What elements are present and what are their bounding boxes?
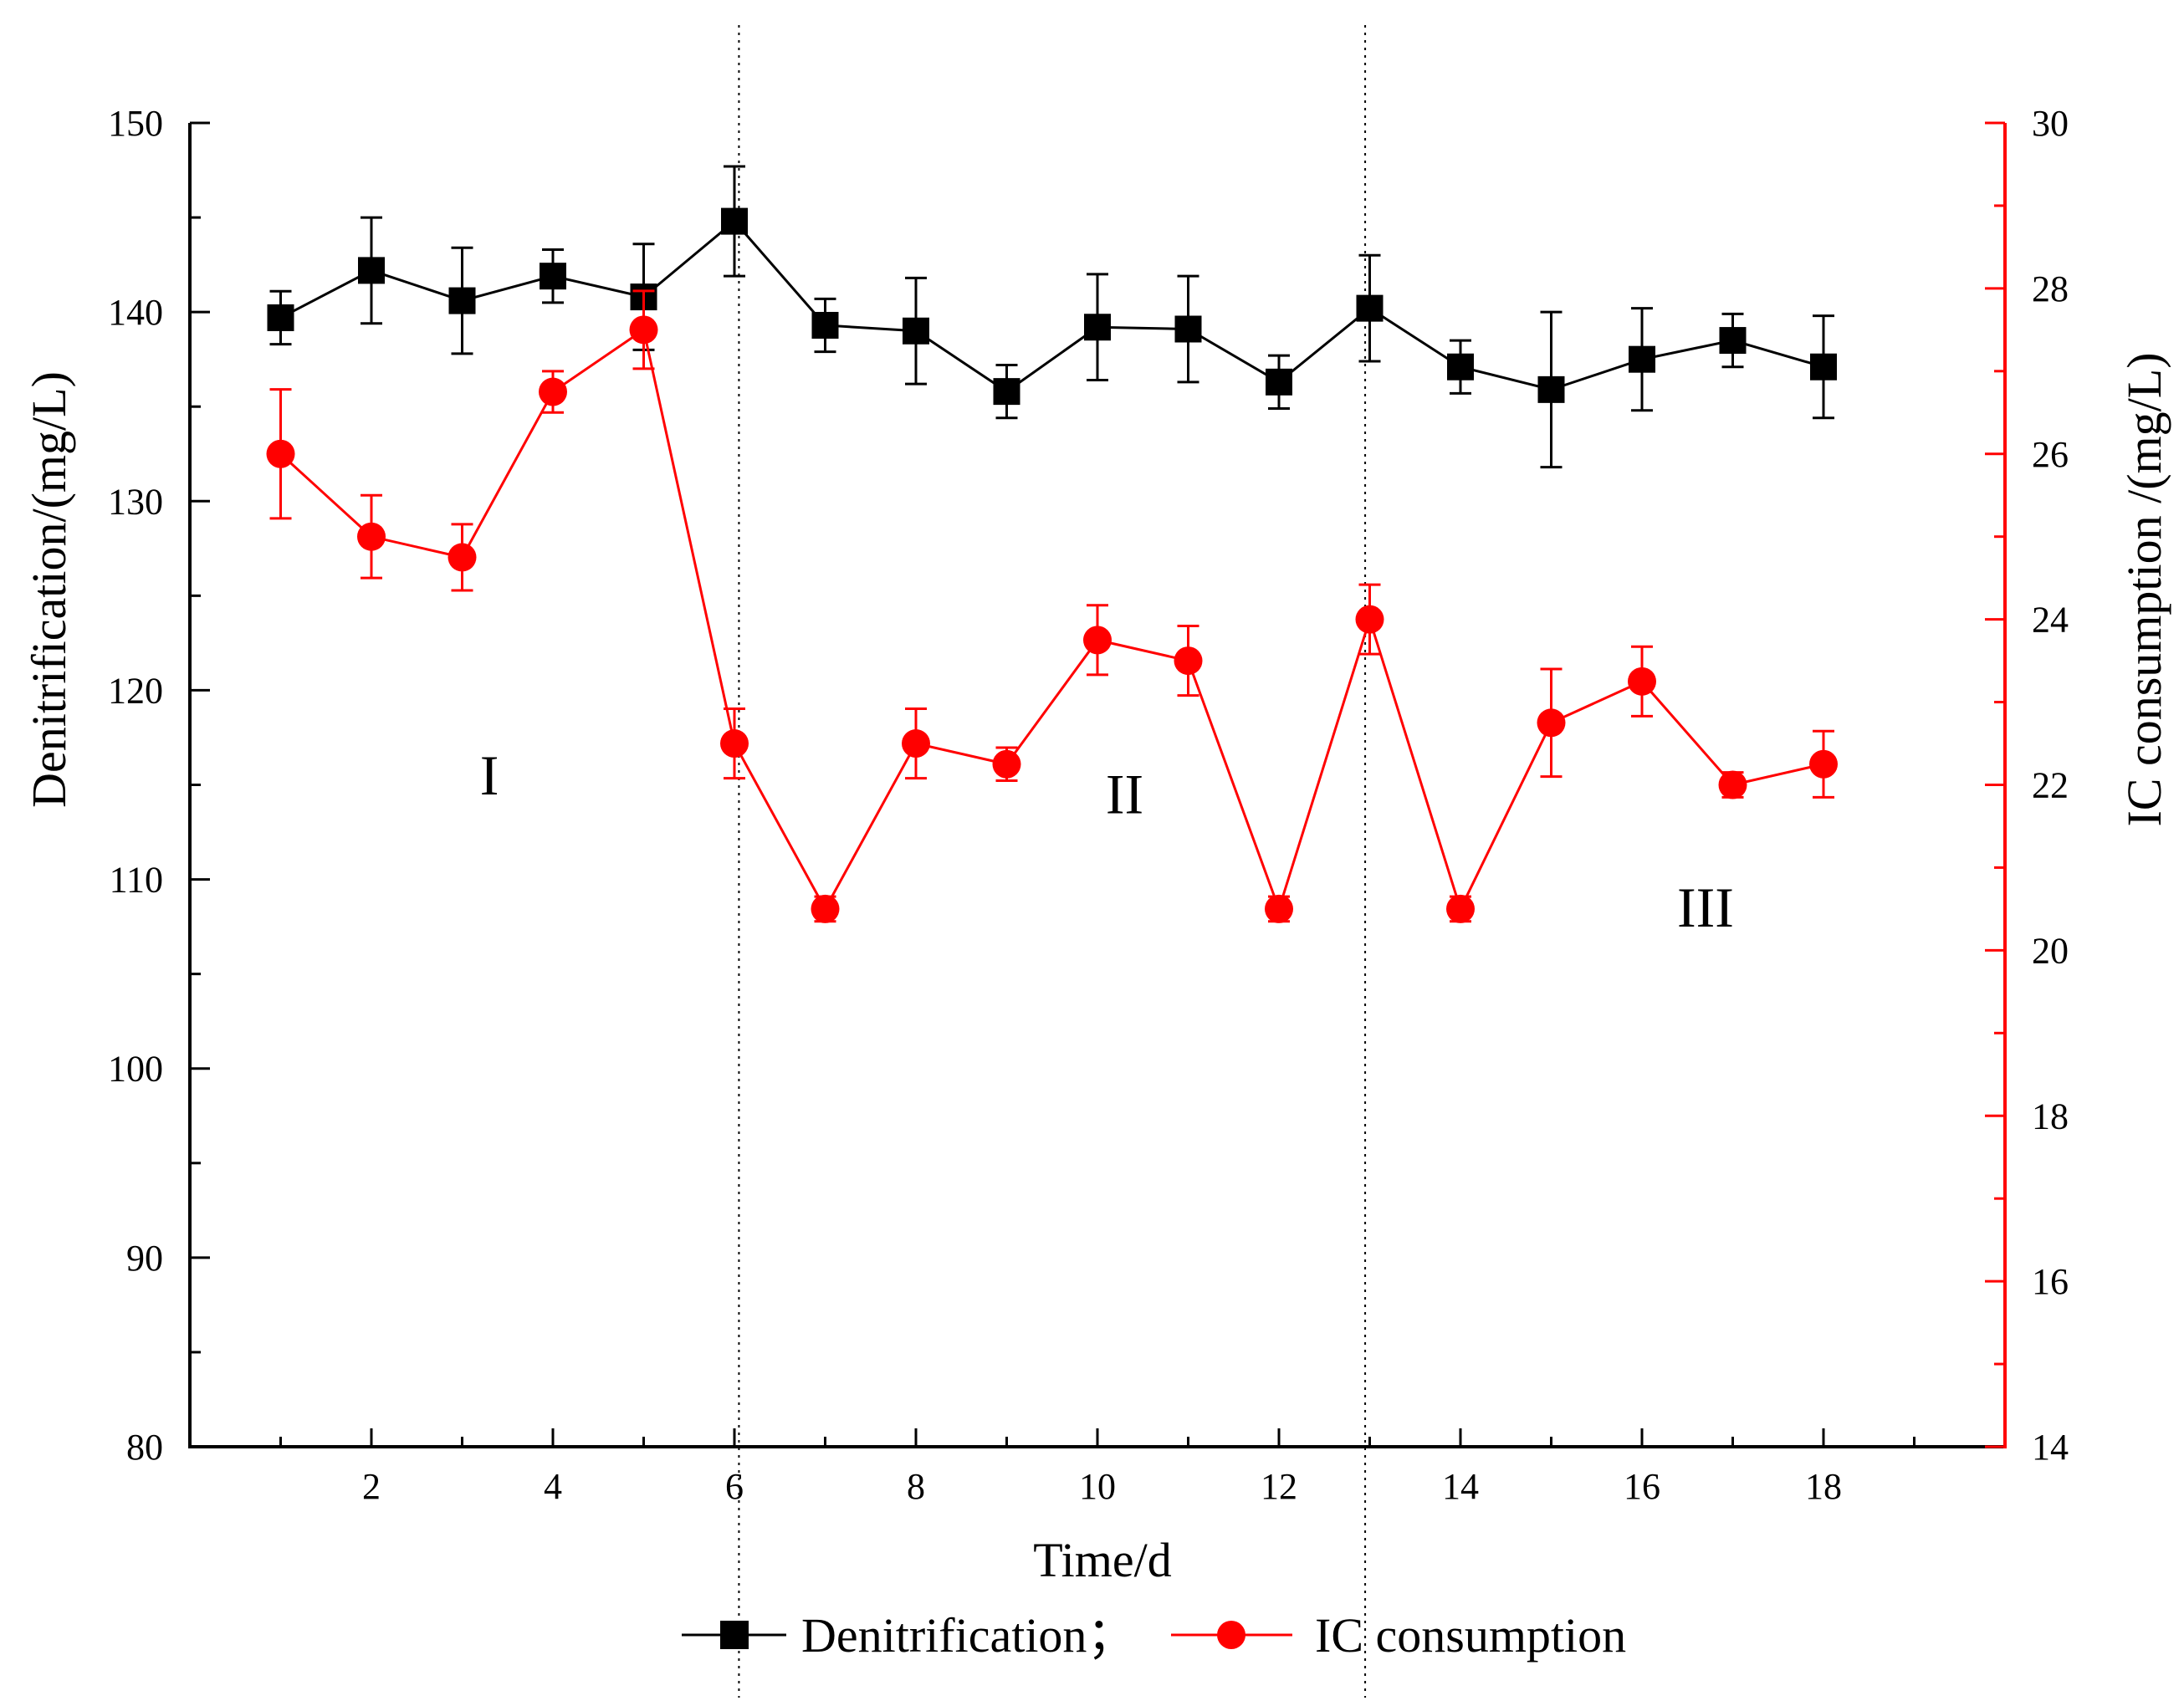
ic-consumption-marker [1355,605,1384,634]
denitrification-marker [1356,294,1384,322]
denitrification-marker [1266,368,1292,396]
ic-consumption-marker [539,377,567,406]
series [266,165,1838,923]
y-left-tick-label: 150 [108,103,163,144]
y-right-tick-label: 24 [2032,600,2069,641]
series-denitrification [267,165,1837,469]
y-right-tick-label: 16 [2032,1261,2069,1302]
ic-consumption-marker [1718,770,1747,799]
y-left-tick-label: 80 [126,1427,163,1468]
phase-label-1: I [480,743,499,807]
legend-denitrification-marker [720,1621,749,1649]
ic-consumption-marker [811,894,840,923]
ic-consumption-marker [266,439,295,468]
ic-consumption-marker [1809,749,1838,779]
y-axis-left-label: Denitrification/(mg/L) [22,371,76,808]
legend: Denitrification； IC consumption [682,1608,1626,1663]
denitrification-marker [358,257,385,284]
x-tick-label: 18 [1805,1466,1842,1507]
ic-consumption-marker [357,522,386,551]
denitrification-marker [1719,327,1747,355]
x-tick-label: 12 [1261,1466,1297,1507]
ic-consumption-marker [902,729,930,759]
legend-denitrification-label: Denitrification； [801,1608,1135,1663]
ic-consumption-marker [1628,667,1656,696]
y-left-tick-label: 130 [108,481,163,522]
legend-ic-marker [1217,1621,1245,1649]
denitrification-line [279,219,1824,393]
y-left-tick-label: 140 [108,292,163,333]
ic-consumption-marker [1265,894,1293,923]
ic-consumption-marker [1083,626,1112,655]
denitrification-marker [993,378,1020,406]
y-right-tick-label: 22 [2032,765,2069,806]
x-tick-label: 2 [362,1466,381,1507]
x-axis-label: Time/d [1033,1533,1171,1587]
denitrification-marker [903,317,929,345]
y-left-tick-label: 90 [126,1238,163,1279]
denitrification-marker [540,263,566,290]
y-right-tick-label: 14 [2032,1427,2069,1468]
phase-label-2: II [1106,762,1143,825]
denitrification-marker [811,311,839,339]
denitrification-marker [1810,353,1837,381]
x-tick-label: 16 [1624,1466,1660,1507]
ic-consumption-line [279,327,1824,913]
y-right-tick-label: 20 [2032,930,2069,971]
ic-consumption-marker [1174,646,1203,676]
x-tick-label: 8 [907,1466,925,1507]
y-left-tick-label: 100 [108,1049,163,1090]
denitrification-marker [721,207,748,235]
x-tick-label: 10 [1079,1466,1116,1507]
y-right-tick-label: 30 [2032,103,2069,144]
x-tick-label: 14 [1442,1466,1479,1507]
y-left-tick-label: 120 [108,670,163,711]
y-right-tick-label: 28 [2032,268,2069,309]
denitrification-marker [1629,345,1655,373]
y-left-tick-label: 110 [110,860,163,901]
denitrification-marker [448,287,476,314]
y-right-tick-label: 18 [2032,1096,2069,1136]
denitrification-marker [1174,315,1202,343]
series-ic-consumption [266,289,1838,923]
ic-consumption-marker [720,729,749,759]
phase-label-3: III [1677,876,1734,939]
x-tick-label: 4 [544,1466,562,1507]
axes: 2 4 6 8 10 12 14 16 1880901001101201301401501416… [108,103,2069,1507]
ic-consumption-marker [448,543,477,572]
denitrification-marker [1537,375,1565,403]
denitrification-marker [1084,314,1111,341]
ic-consumption-marker [1537,708,1566,738]
ic-consumption-marker [629,315,658,345]
ic-consumption-marker [992,749,1021,779]
y-right-tick-label: 26 [2032,434,2069,475]
legend-ic-label: IC consumption [1315,1608,1626,1663]
denitrification-marker [267,304,294,331]
x-tick-label: 6 [725,1466,744,1507]
denitrification-marker [1447,353,1474,381]
y-axis-right-label: IC consumption /(mg/L) [2117,352,2171,826]
ic-consumption-marker [1446,894,1475,923]
